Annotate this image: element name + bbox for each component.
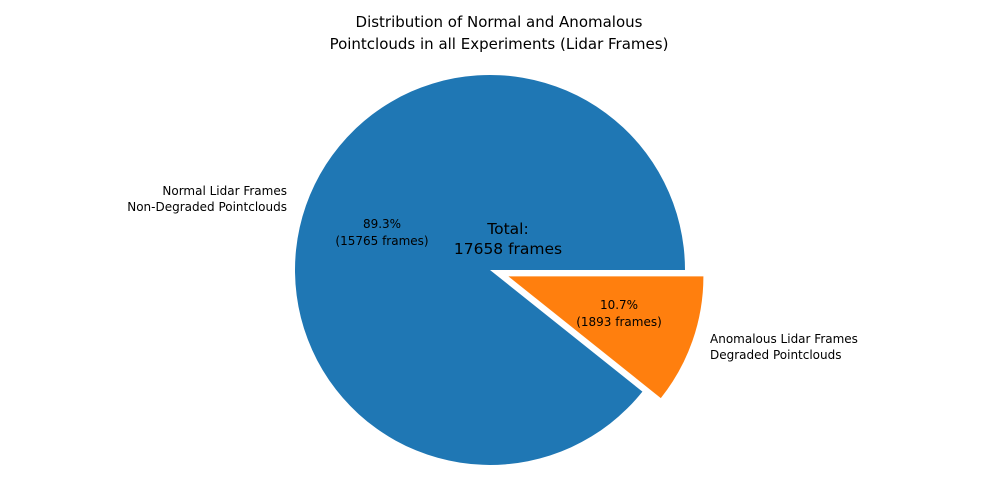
slice-label-normal: Normal Lidar Frames Non-Degraded Pointcl… [127,184,287,214]
pie-wedge-anomalous [508,276,704,399]
chart-title: Distribution of Normal and Anomalous Poi… [329,13,669,53]
slice-label-anomalous: Anomalous Lidar Frames Degraded Pointclo… [710,332,858,362]
pct-label-anomalous: 10.7% (1893 frames) [576,298,662,329]
total-annotation: Total: 17658 frames [453,220,563,258]
pie-wedge-normal [295,74,685,465]
pct-label-normal: 89.3% (15765 frames) [335,217,429,248]
